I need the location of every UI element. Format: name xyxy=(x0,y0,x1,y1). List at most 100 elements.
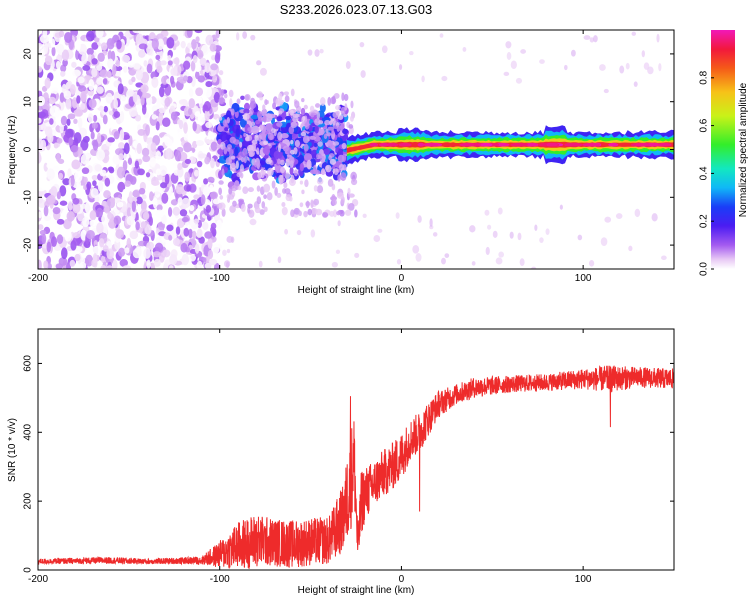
spectrogram-cell xyxy=(277,256,282,264)
carrier-tone-cell xyxy=(462,142,476,147)
spectrogram-cell xyxy=(462,47,467,52)
spectrogram-cell xyxy=(162,117,171,128)
spectrogram-cell xyxy=(82,65,91,71)
spectrogram-cell xyxy=(354,209,358,218)
spectrogram-cell xyxy=(284,146,292,155)
spectrogram-cell xyxy=(143,60,148,67)
spectrogram-cell xyxy=(339,209,345,217)
spectrogram-cell xyxy=(409,51,414,56)
spectrogram-cell xyxy=(38,185,46,192)
spectrogram-cell xyxy=(196,228,203,238)
spectrogram-cell xyxy=(348,203,355,211)
spectrogram-cell xyxy=(336,192,344,199)
spectrogram-cell xyxy=(588,260,595,267)
spectrogram-cell xyxy=(313,169,321,175)
spectrogram-cell xyxy=(231,185,237,192)
spectrogram-cell xyxy=(193,218,200,224)
spectrogram-cell xyxy=(243,155,247,164)
spectrogram-cell xyxy=(240,95,245,100)
spectrogram-cell xyxy=(204,85,213,98)
spectrogram-cell xyxy=(344,209,352,216)
spectrogram-cell xyxy=(190,60,196,72)
spectrogram-x-ticks: -200 -100 0 100 xyxy=(28,30,592,284)
spectrogram-cell xyxy=(82,135,90,143)
spectrogram-cell xyxy=(336,210,341,216)
spectrogram-cell xyxy=(421,75,425,83)
spectrogram-cell xyxy=(314,125,319,134)
spectrogram-cell xyxy=(86,229,95,240)
spectrogram-cell xyxy=(656,33,660,43)
carrier-tone-cell xyxy=(480,142,493,147)
spectrogram-cell xyxy=(43,215,52,221)
spectrogram-cell xyxy=(188,88,194,98)
spectrogram-cell xyxy=(232,200,237,207)
spectrogram-cell xyxy=(168,265,174,269)
spectrogram-y-axis-label: Frequency (Hz) xyxy=(7,116,18,185)
spectrogram-cell xyxy=(63,90,72,100)
spectrogram-cell xyxy=(71,223,78,231)
spectrogram-cell xyxy=(225,261,230,269)
spectrogram-cell xyxy=(172,206,181,216)
spectrogram-cell xyxy=(216,219,223,230)
spectrogram-cell xyxy=(169,254,178,266)
spectrogram-cell xyxy=(166,224,174,232)
spectrogram-cell xyxy=(80,102,86,110)
spectrogram-cell xyxy=(615,213,623,219)
spectrogram-cell xyxy=(277,131,283,141)
spectrogram-cell xyxy=(92,139,99,151)
colorbar-tick-label: 0.0 xyxy=(699,262,710,276)
spectrogram-cell xyxy=(77,246,83,253)
spectrogram-cell xyxy=(344,103,348,111)
spectrogram-cell xyxy=(254,206,261,214)
spectrogram-cell xyxy=(497,207,503,215)
spectrogram-cell xyxy=(301,98,305,103)
spectrogram-cell xyxy=(290,88,295,97)
spectrogram-cell xyxy=(263,140,269,146)
spectrogram-cell xyxy=(469,225,476,233)
spectrogram-cell xyxy=(117,181,126,193)
spectrogram-cell xyxy=(95,30,104,39)
spectrogram-cell xyxy=(121,54,131,63)
spectrogram-cell xyxy=(604,216,612,223)
spectrogram-cell xyxy=(113,111,121,119)
carrier-tone-cell xyxy=(423,142,439,147)
spectrogram-cell xyxy=(56,191,61,200)
spectrogram-cell xyxy=(38,138,44,150)
spectrogram-cell xyxy=(487,224,492,230)
spectrogram-cell xyxy=(314,118,321,126)
spectrogram-cell xyxy=(485,246,490,256)
spectrogram-cell xyxy=(205,81,213,88)
spectrogram-cell xyxy=(38,65,43,73)
spectrogram-cell xyxy=(186,185,191,192)
spectrogram-cell xyxy=(70,144,79,153)
spectrogram-cell xyxy=(340,172,347,181)
spectrogram-cell xyxy=(141,194,147,200)
spectrogram-cell xyxy=(97,180,104,192)
spectrogram-x-tick-label: 0 xyxy=(399,273,405,284)
spectrogram-cell xyxy=(274,186,278,196)
spectrogram-cell xyxy=(337,174,341,182)
spectrogram-cell xyxy=(102,114,108,125)
spectrogram-cell xyxy=(643,62,650,70)
spectrogram-cell xyxy=(328,155,332,161)
spectrogram-cell xyxy=(152,197,158,209)
spectrogram-cell xyxy=(103,190,111,199)
spectrogram-cell xyxy=(299,162,304,172)
spectrogram-cell xyxy=(439,33,444,38)
spectrogram-image xyxy=(38,30,674,269)
spectrogram-cell xyxy=(183,132,189,141)
spectrogram-cell xyxy=(72,232,81,239)
spectrogram-cell xyxy=(140,200,147,212)
spectrogram-cell xyxy=(320,168,326,176)
spectrogram-cell xyxy=(96,77,103,85)
spectrogram-cell xyxy=(155,168,161,176)
spectrogram-cell xyxy=(294,100,300,109)
spectrogram-cell xyxy=(178,119,184,130)
spectrogram-cell xyxy=(80,90,87,103)
spectrogram-cell xyxy=(131,76,136,83)
spectrogram-cell xyxy=(141,147,150,157)
spectrogram-cell xyxy=(167,60,173,66)
spectrogram-cell xyxy=(303,210,308,218)
spectrogram-cell xyxy=(80,153,90,165)
carrier-tone-cell xyxy=(524,142,540,147)
